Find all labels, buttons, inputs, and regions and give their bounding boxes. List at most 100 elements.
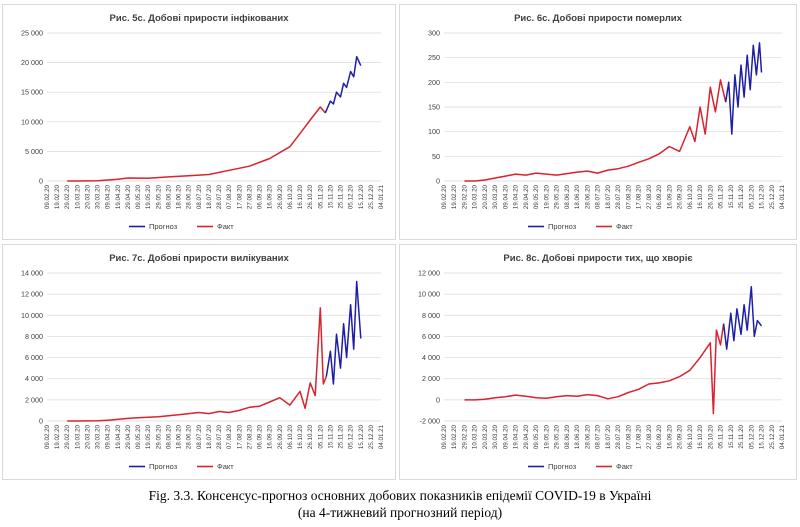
x-tick-label: 26.10.20 (707, 184, 714, 209)
x-tick-label: 26.09.20 (277, 424, 284, 449)
fact-series-line (67, 106, 326, 182)
y-tick-label: 50 (432, 152, 440, 161)
x-tick-label: 28.06.20 (584, 424, 591, 449)
y-tick-label: 250 (428, 53, 440, 62)
x-tick-label: 28.07.20 (615, 184, 622, 209)
x-tick-label: 30.03.20 (95, 424, 102, 449)
chart-title: Рис. 5с. Добові прирости інфікованих (110, 13, 290, 24)
x-tick-label: 29.05.20 (554, 184, 561, 209)
y-tick-label: 5 000 (25, 147, 43, 156)
x-tick-label: 27.08.20 (246, 424, 253, 449)
x-tick-label: 15.12.20 (759, 184, 766, 209)
x-tick-label: 25.12.20 (368, 184, 375, 209)
p7-svg: Рис. 7с. Добові прирости вилікуваних 0 2 0… (21, 253, 385, 471)
x-tick-label: 28.06.20 (186, 424, 193, 449)
x-tick-label: 09.05.20 (533, 184, 540, 209)
x-tick-label: 16.09.20 (666, 184, 673, 209)
y-tick-label: 4 000 (25, 374, 43, 383)
x-tick-label: 19.04.20 (115, 424, 122, 449)
x-tick-label: 05.12.20 (748, 184, 755, 209)
y-tick-label: 2 000 (25, 395, 43, 404)
x-tick-label: 06.09.20 (257, 184, 264, 209)
y-tick-label: 8 000 (25, 332, 43, 341)
x-tick-label: 29.04.20 (125, 424, 132, 449)
y-tick-label: 10 000 (418, 290, 440, 299)
legend-forecast-label: Прогноз (149, 462, 178, 471)
x-tick-label: 09.02.20 (44, 184, 51, 209)
fact-series-line (67, 307, 327, 422)
x-tick-label: 19.05.20 (145, 184, 152, 209)
y-tick-label: 100 (428, 127, 440, 136)
x-tick-label: 15.12.20 (358, 424, 365, 449)
x-tick-label: 26.10.20 (307, 184, 314, 209)
x-tick-label: 10.03.20 (74, 184, 81, 209)
x-tick-label: 10.03.20 (472, 184, 479, 209)
x-tick-label: 08.07.20 (196, 184, 203, 209)
x-tick-label: 18.06.20 (574, 424, 581, 449)
x-tick-label: 06.09.20 (257, 424, 264, 449)
y-tick-label: 0 (436, 395, 440, 404)
x-tick-label: 05.12.20 (348, 424, 355, 449)
x-tick-label: 19.04.20 (115, 184, 122, 209)
x-tick-label: 04.01.21 (779, 424, 786, 449)
x-tick-label: 18.06.20 (176, 184, 183, 209)
x-tick-label: 06.09.20 (656, 184, 663, 209)
x-tick-label: 15.12.20 (759, 424, 766, 449)
x-tick-label: 15.11.20 (728, 424, 735, 448)
x-tick-label: 18.07.20 (605, 184, 612, 209)
x-tick-label: 19.02.20 (54, 184, 61, 209)
legend-forecast-label: Прогноз (149, 222, 178, 231)
p5-svg: Рис. 5с. Добові прирости інфікованих 0 5 0… (21, 13, 385, 231)
chart-infected: Рис. 5с. Добові прирости інфікованих 0 5 0… (2, 4, 396, 240)
x-tick-label: 07.08.20 (625, 184, 632, 209)
x-tick-label: 29.02.20 (64, 184, 71, 209)
x-tick-label: 04.01.21 (378, 424, 385, 449)
x-tick-label: 08.06.20 (165, 184, 172, 209)
figure-caption-line2: (на 4-тижневий прогнозний період) (297, 505, 503, 520)
y-tick-label: 12 000 (21, 290, 43, 299)
y-tick-label: 200 (428, 78, 440, 87)
legend-fact-label: Факт (217, 222, 234, 231)
x-tick-label: 07.08.20 (625, 424, 632, 449)
legend-forecast-label: Прогноз (548, 462, 577, 471)
x-tick-label: 25.11.20 (338, 424, 345, 448)
x-tick-label: 08.07.20 (196, 424, 203, 449)
x-tick-label: 26.10.20 (307, 424, 314, 449)
x-tick-label: 06.10.20 (687, 184, 694, 209)
x-tick-label: 08.07.20 (595, 184, 602, 209)
x-tick-label: 26.10.20 (707, 424, 714, 449)
x-tick-label: 28.07.20 (615, 424, 622, 449)
x-tick-label: 27.08.20 (246, 184, 253, 209)
y-tick-label: 6 000 (422, 332, 440, 341)
x-tick-label: 26.09.20 (277, 184, 284, 209)
x-tick-label: 29.04.20 (125, 184, 132, 209)
legend-fact-label: Факт (217, 462, 234, 471)
x-tick-label: 08.06.20 (564, 184, 571, 209)
x-tick-label: 05.12.20 (348, 184, 355, 209)
x-tick-label: 29.02.20 (64, 424, 71, 449)
x-tick-label: 19.02.20 (451, 184, 458, 209)
x-tick-label: 25.11.20 (338, 184, 345, 208)
x-tick-label: 09.05.20 (135, 424, 142, 449)
forecast-series-line (325, 280, 362, 385)
y-tick-label: 0 (39, 177, 43, 186)
fact-series-line (464, 79, 727, 182)
x-tick-label: 15.11.20 (728, 184, 735, 208)
y-tick-label: 14 000 (21, 269, 43, 278)
figure-caption-line1: Fig. 3.3. Консенсус-прогноз основних доб… (148, 488, 652, 503)
x-tick-label: 25.12.20 (769, 424, 776, 449)
chart-active: Рис. 8с. Добові прирости тих, що хворіє -… (399, 244, 797, 480)
x-tick-label: 30.03.20 (492, 424, 499, 449)
y-tick-label: 20 000 (21, 58, 43, 67)
fact-series-line (464, 323, 725, 415)
x-tick-label: 29.05.20 (155, 424, 162, 449)
forecast-series-line (324, 55, 362, 114)
x-tick-label: 05.11.20 (317, 184, 324, 208)
x-tick-label: 19.04.20 (513, 184, 520, 209)
x-tick-label: 26.09.20 (677, 184, 684, 209)
x-tick-label: 06.10.20 (287, 424, 294, 449)
x-tick-label: 09.04.20 (105, 424, 112, 449)
p8-svg: Рис. 8с. Добові прирости тих, що хворіє -… (418, 253, 786, 471)
x-tick-label: 08.07.20 (595, 424, 602, 449)
x-tick-label: 18.06.20 (574, 184, 581, 209)
